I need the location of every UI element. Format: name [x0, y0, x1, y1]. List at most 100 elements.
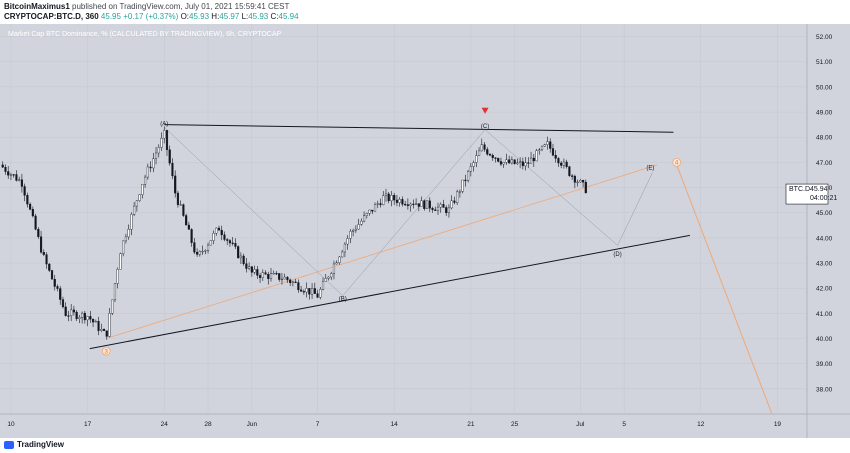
candle-body: [486, 149, 489, 155]
candle-body: [113, 283, 117, 301]
candle-body: [488, 153, 492, 156]
sell-arrow-icon: [481, 107, 489, 114]
candle-body: [425, 200, 429, 209]
candle-body: [436, 206, 440, 211]
candle-body: [182, 204, 185, 216]
y-tick-label: 51.00: [816, 59, 833, 66]
candle-body: [483, 144, 486, 150]
candle-body: [39, 236, 43, 253]
candle-body: [83, 312, 86, 321]
y-tick-label: 50.00: [816, 84, 833, 91]
candle-body: [212, 233, 215, 241]
count-circle: [101, 346, 111, 356]
candle-body: [278, 273, 281, 280]
y-tick-label: 44.00: [816, 235, 833, 242]
publish-line: BitcoinMaximus1 published on TradingView…: [4, 2, 289, 11]
candle-body: [116, 269, 119, 284]
candle-body: [237, 246, 240, 259]
count-circle: [672, 157, 682, 167]
candle-body: [384, 193, 388, 197]
candle-body: [187, 224, 190, 230]
candle-body: [423, 200, 426, 209]
candle-body: [491, 155, 494, 158]
y-tick-label: 49.00: [816, 110, 833, 117]
candle-body: [502, 162, 505, 165]
candle-body: [223, 234, 226, 240]
x-tick-label: 5: [622, 421, 626, 428]
price-axis[interactable]: [807, 24, 850, 438]
candle-body: [513, 159, 516, 164]
candle-body: [540, 145, 544, 151]
y-tick-label: 39.00: [816, 361, 833, 368]
candle-body: [412, 203, 415, 206]
candle-body: [1, 164, 4, 168]
candle-body: [204, 250, 207, 252]
candle-body: [165, 130, 169, 150]
candle-body: [475, 155, 478, 163]
candle-body: [105, 330, 108, 337]
candle-body: [31, 209, 34, 217]
candle-body: [50, 270, 54, 280]
price-label-symbol: BTC.D: [789, 186, 810, 193]
candle-body: [343, 243, 346, 253]
y-tick-label: 41.00: [816, 311, 833, 318]
candle-body: [289, 279, 292, 283]
candle-body: [346, 238, 349, 245]
candle-body: [330, 273, 333, 278]
candle-body: [456, 191, 459, 203]
candle-body: [9, 174, 13, 176]
wave-path: [164, 126, 653, 297]
candle-body: [242, 255, 245, 264]
ohlc-high-key: H:: [211, 12, 220, 21]
candle-body: [505, 159, 508, 163]
y-tick-label: 48.00: [816, 135, 833, 142]
price-chart[interactable]: 38.00 39.00 40.00 41.00 42.00 43.00 44.00 45.00…: [0, 24, 850, 438]
candle-body: [519, 161, 522, 163]
x-tick-label: 28: [204, 421, 212, 428]
ohlc-low: 45.93: [248, 12, 269, 21]
candle-body: [335, 262, 338, 265]
candle-body: [138, 194, 141, 201]
candle-body: [395, 199, 398, 203]
candle-body: [324, 278, 327, 282]
candle-body: [190, 229, 193, 243]
candle-body: [420, 200, 423, 207]
wave-label: (C): [481, 124, 489, 130]
candle-body: [26, 195, 29, 205]
candle-body: [157, 147, 160, 154]
candle-body: [53, 278, 56, 287]
candle-body: [264, 272, 267, 275]
candle-body: [571, 175, 574, 177]
candle-body: [217, 227, 221, 231]
gridlines: [0, 24, 807, 414]
y-tick-label: 38.00: [816, 386, 833, 393]
publish-info: published on TradingView.com, July 01, 2…: [72, 2, 290, 11]
candle-body: [269, 273, 273, 279]
candle-body: [48, 263, 51, 271]
candle-body: [163, 130, 166, 139]
time-axis[interactable]: [0, 414, 807, 438]
author-name[interactable]: BitcoinMaximus1: [4, 2, 70, 11]
candle-body: [341, 251, 344, 258]
price-label-box: [785, 183, 829, 205]
candle-body: [458, 191, 461, 193]
candle-body: [7, 171, 10, 176]
candlesticks: [1, 126, 587, 340]
candle-body: [29, 203, 32, 210]
x-tick-label: 7: [316, 421, 320, 428]
candle-body: [119, 253, 122, 270]
chart-title: Market Cap BTC Dominance, % (CALCULATED …: [8, 31, 282, 38]
candle-body: [133, 205, 136, 215]
symbol-name[interactable]: CRYPTOCAP:BTC.D, 360: [4, 12, 99, 21]
candle-body: [560, 162, 563, 166]
candle-body: [357, 224, 360, 230]
candle-body: [144, 176, 147, 185]
tradingview-logo[interactable]: TradingView: [4, 440, 64, 449]
candle-body: [461, 179, 464, 192]
candle-body: [220, 230, 223, 236]
candle-body: [494, 157, 497, 159]
ohlc-low-key: L:: [241, 12, 249, 21]
y-tick-label: 45.00: [816, 210, 833, 217]
y-tick-labels: 38.00 39.00 40.00 41.00 42.00 43.00 44.00 45.00…: [816, 34, 833, 393]
x-tick-label: Jul: [576, 421, 585, 428]
